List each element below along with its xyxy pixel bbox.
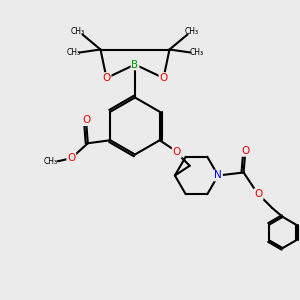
Text: O: O: [173, 147, 181, 157]
Text: O: O: [67, 153, 75, 163]
Text: B: B: [131, 59, 139, 70]
Text: O: O: [159, 73, 168, 83]
Text: N: N: [214, 170, 222, 181]
Text: O: O: [102, 73, 111, 83]
Text: CH₃: CH₃: [71, 27, 85, 36]
Text: O: O: [241, 146, 249, 156]
Text: CH₃: CH₃: [185, 27, 199, 36]
Text: O: O: [82, 115, 90, 125]
Text: CH₃: CH₃: [66, 48, 81, 57]
Text: O: O: [254, 189, 263, 199]
Text: CH₃: CH₃: [189, 48, 204, 57]
Text: CH₃: CH₃: [44, 157, 58, 166]
